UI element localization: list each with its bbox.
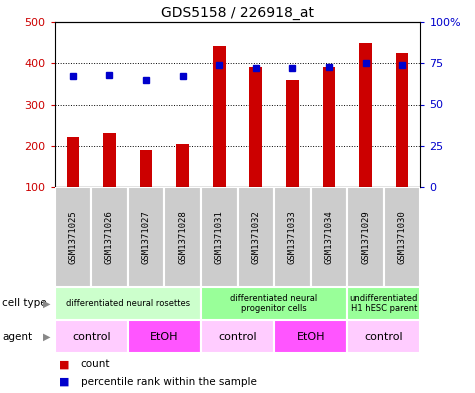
Text: GSM1371028: GSM1371028 [178, 210, 187, 264]
Text: undifferentiated
H1 hESC parent: undifferentiated H1 hESC parent [350, 294, 418, 313]
Bar [55, 287, 201, 320]
Text: EtOH: EtOH [150, 332, 179, 342]
Bar [384, 187, 420, 287]
Bar [347, 187, 384, 287]
Text: control: control [72, 332, 111, 342]
Bar [274, 320, 347, 353]
Bar [55, 187, 91, 287]
Bar [347, 287, 420, 320]
Text: EtOH: EtOH [296, 332, 325, 342]
Text: GSM1371025: GSM1371025 [68, 210, 77, 264]
Bar [249, 67, 262, 187]
Text: ▶: ▶ [43, 299, 50, 309]
Bar [396, 53, 408, 187]
Bar [128, 320, 201, 353]
Bar [140, 150, 152, 187]
Bar [128, 187, 164, 287]
Text: control: control [218, 332, 257, 342]
Text: differentiated neural rosettes: differentiated neural rosettes [66, 299, 190, 308]
Text: GSM1371027: GSM1371027 [142, 210, 151, 264]
Bar [347, 320, 420, 353]
Text: GSM1371026: GSM1371026 [105, 210, 114, 264]
Bar [201, 320, 274, 353]
Text: ■: ■ [59, 359, 70, 369]
Text: cell type: cell type [2, 299, 47, 309]
Bar [359, 44, 372, 187]
Title: GDS5158 / 226918_at: GDS5158 / 226918_at [161, 6, 314, 20]
Bar [55, 320, 128, 353]
Text: agent: agent [2, 332, 32, 342]
Bar [66, 137, 79, 187]
Bar [274, 187, 311, 287]
Bar [238, 187, 274, 287]
Bar [213, 46, 226, 187]
Bar [323, 67, 335, 187]
Text: count: count [81, 359, 110, 369]
Bar [311, 187, 347, 287]
Bar [164, 187, 201, 287]
Bar [91, 187, 128, 287]
Text: GSM1371033: GSM1371033 [288, 210, 297, 264]
Text: differentiated neural
progenitor cells: differentiated neural progenitor cells [230, 294, 318, 313]
Bar [103, 132, 116, 187]
Text: GSM1371034: GSM1371034 [324, 210, 333, 264]
Text: ▶: ▶ [43, 332, 50, 342]
Text: GSM1371032: GSM1371032 [251, 210, 260, 264]
Text: GSM1371029: GSM1371029 [361, 210, 370, 264]
Bar [201, 187, 238, 287]
Bar [286, 80, 299, 187]
Text: percentile rank within the sample: percentile rank within the sample [81, 377, 256, 387]
Text: GSM1371031: GSM1371031 [215, 210, 224, 264]
Bar [176, 144, 189, 187]
Text: GSM1371030: GSM1371030 [398, 210, 407, 264]
Text: control: control [364, 332, 403, 342]
Bar [201, 287, 347, 320]
Text: ■: ■ [59, 377, 70, 387]
